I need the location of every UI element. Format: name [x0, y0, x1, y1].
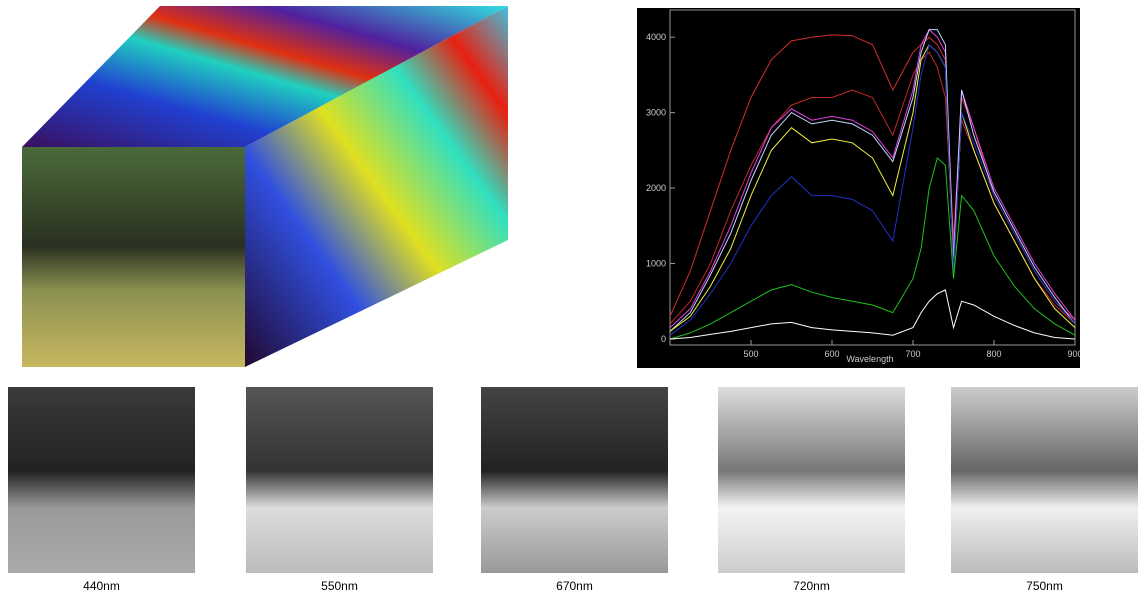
spectrum-line [669, 29, 1076, 332]
spectrum-line [669, 43, 1076, 332]
spectrum-line [669, 43, 1076, 336]
x-tick-label: 900 [1067, 349, 1080, 359]
plot-frame [669, 9, 1076, 346]
spectrum-chart: Wavelength 0 1000 2000 3000 4000 500 600 700 800… [637, 8, 1080, 368]
y-tick-label: 4000 [646, 32, 666, 42]
band-image [481, 387, 668, 573]
x-tick-label: 800 [986, 349, 1001, 359]
spectrum-line [669, 289, 1076, 340]
y-tick-label: 1000 [646, 259, 666, 269]
cube-top [22, 6, 508, 147]
band-label: 720nm [793, 579, 830, 593]
band-label: 750nm [1026, 579, 1063, 593]
cube-side [245, 6, 508, 367]
y-tick-label: 0 [661, 334, 666, 344]
band-label: 550nm [321, 579, 358, 593]
x-tick-label: 500 [743, 349, 758, 359]
x-axis-label: Wavelength [846, 354, 893, 364]
chart-background [637, 8, 1080, 368]
y-tick-label: 3000 [646, 108, 666, 118]
band-image [246, 387, 433, 573]
x-tick-label: 600 [824, 349, 839, 359]
x-tick-label: 700 [905, 349, 920, 359]
spectrum-line [669, 156, 1076, 340]
rgb-photo [22, 147, 245, 367]
band-label: 670nm [556, 579, 593, 593]
y-tick-label: 2000 [646, 183, 666, 193]
band-image [718, 387, 905, 573]
band-label: 440nm [83, 579, 120, 593]
band-image [951, 387, 1138, 573]
hyperspectral-cube [22, 6, 508, 367]
spectrum-line [669, 28, 1076, 328]
band-image [8, 387, 195, 573]
